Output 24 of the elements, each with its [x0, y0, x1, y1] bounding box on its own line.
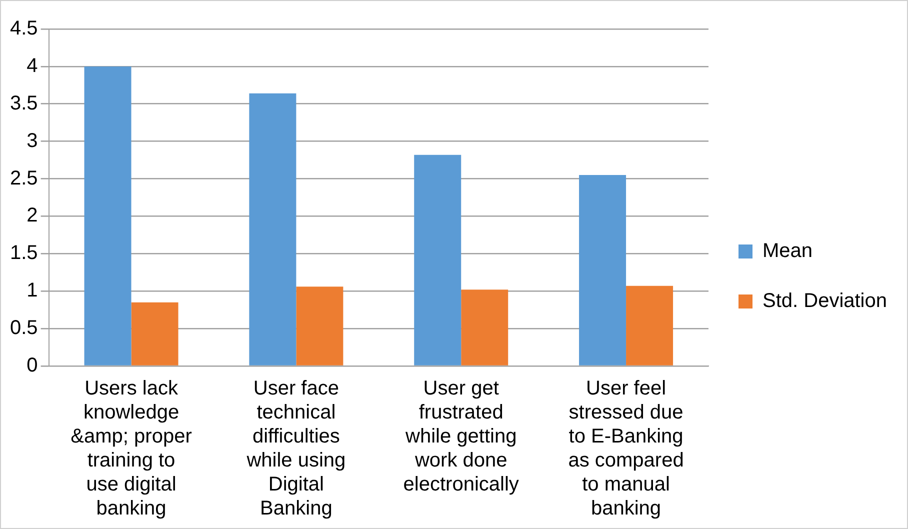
x-tick-label: User face technical difficulties while using Digital Banking [246, 378, 346, 520]
x-tick-label: Users lack knowledge &amp; proper training to use digital banking [70, 378, 192, 520]
bar [626, 286, 674, 366]
legend-label: Std. Deviation [762, 290, 888, 312]
x-tick-label: User feel stressed due to E-Banking as compared to manual banking [568, 378, 684, 520]
x-tick-label: User get frustrated while getting work done electronically [403, 378, 519, 496]
bar [414, 154, 462, 366]
y-tick-label: 3 [26, 130, 38, 152]
bar [249, 93, 296, 366]
bar [84, 66, 132, 366]
bar [131, 302, 178, 366]
y-tick-label: 0.5 [10, 317, 38, 340]
bar [579, 175, 626, 366]
bar [461, 290, 508, 366]
legend-label: Mean [762, 240, 813, 262]
y-tick-label: 2.5 [10, 167, 38, 190]
y-tick-label: 2 [26, 204, 38, 227]
y-tick-label: 4.5 [10, 18, 38, 40]
y-tick-label: 1.5 [10, 242, 38, 264]
y-tick-label: 4 [26, 54, 38, 77]
bar [296, 286, 344, 366]
y-tick-label: 1 [26, 280, 38, 302]
y-tick-label: 3.5 [10, 92, 38, 114]
y-tick-label: 0 [26, 354, 38, 377]
